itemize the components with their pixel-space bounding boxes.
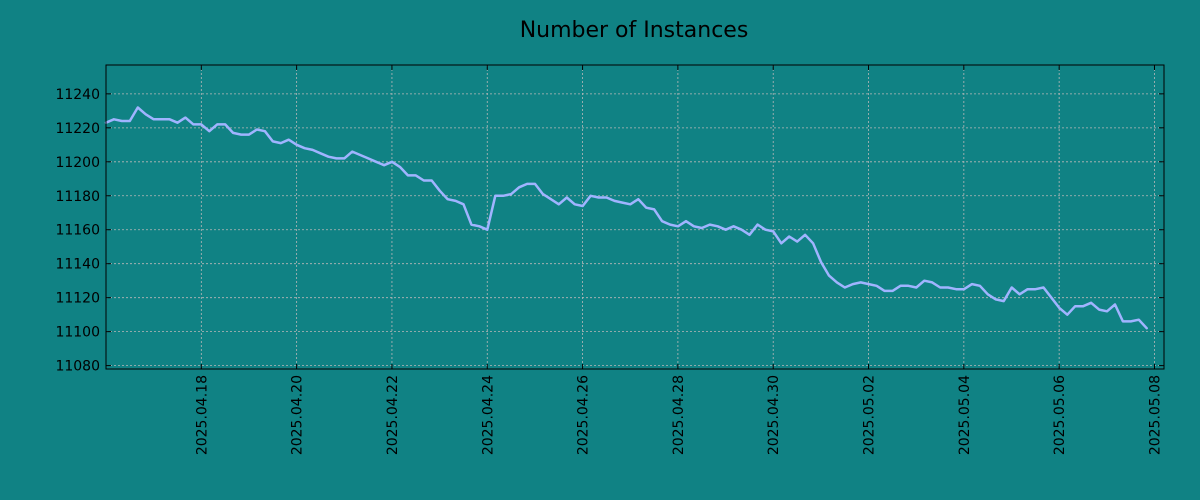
series-layer (104, 106, 1148, 330)
y-axis: 11080 11100 11120 11140 11160 11180 11200 11220… (55, 87, 1164, 375)
x-tick-label: 2025.04.26 (576, 375, 592, 455)
y-tick-label: 11200 (55, 155, 100, 171)
x-tick-label: 2025.04.18 (194, 375, 210, 455)
series-line (104, 106, 1148, 330)
x-axis: 2025.04.18 2025.04.20 2025.04.22 2025.04.24… (194, 65, 1163, 455)
y-tick-label: 11180 (55, 189, 100, 205)
y-tick-label: 11240 (55, 87, 100, 103)
x-tick-label: 2025.04.28 (671, 375, 687, 455)
x-tick-label: 2025.04.30 (766, 375, 782, 455)
x-tick-label: 2025.05.06 (1052, 375, 1068, 455)
x-tick-label: 2025.05.08 (1147, 375, 1163, 455)
y-tick-label: 11140 (55, 257, 100, 273)
y-tick-label: 11120 (55, 291, 100, 307)
x-tick-label: 2025.05.02 (862, 375, 878, 455)
x-tick-label: 2025.05.04 (957, 375, 973, 455)
x-tick-label: 2025.04.20 (290, 375, 306, 455)
y-tick-label: 11220 (55, 121, 100, 137)
x-tick-label: 2025.04.22 (385, 375, 401, 455)
y-tick-label: 11100 (55, 325, 100, 341)
x-tick-label: 2025.04.24 (480, 375, 496, 455)
plot-area-frame (105, 64, 1165, 370)
grid (106, 65, 1164, 369)
y-tick-label: 11160 (55, 223, 100, 239)
y-tick-label: 11080 (55, 359, 100, 375)
chart-title: Number of Instances (520, 18, 749, 43)
